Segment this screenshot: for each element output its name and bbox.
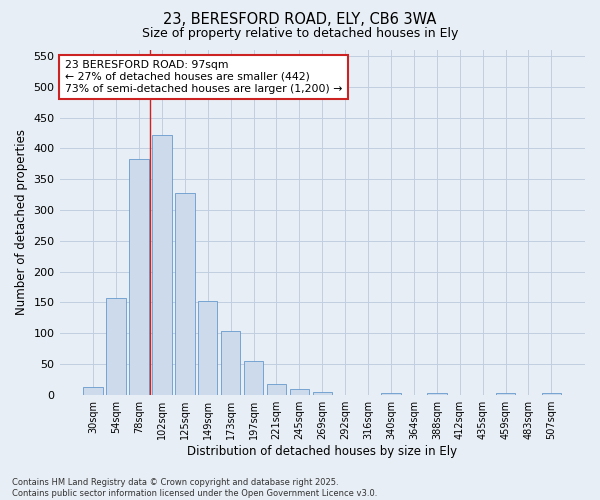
Bar [290, 388, 309, 394]
Bar [221, 332, 241, 394]
Bar [267, 384, 286, 394]
Bar [198, 300, 217, 394]
Bar [313, 392, 332, 394]
Bar [152, 135, 172, 394]
Bar [381, 393, 401, 394]
X-axis label: Distribution of detached houses by size in Ely: Distribution of detached houses by size … [187, 444, 457, 458]
Bar [129, 159, 149, 394]
Text: Size of property relative to detached houses in Ely: Size of property relative to detached ho… [142, 28, 458, 40]
Text: Contains HM Land Registry data © Crown copyright and database right 2025.
Contai: Contains HM Land Registry data © Crown c… [12, 478, 377, 498]
Bar [83, 388, 103, 394]
Text: 23 BERESFORD ROAD: 97sqm
← 27% of detached houses are smaller (442)
73% of semi-: 23 BERESFORD ROAD: 97sqm ← 27% of detach… [65, 60, 342, 94]
Y-axis label: Number of detached properties: Number of detached properties [15, 130, 28, 316]
Bar [244, 361, 263, 394]
Bar [175, 193, 194, 394]
Bar [106, 298, 126, 394]
Text: 23, BERESFORD ROAD, ELY, CB6 3WA: 23, BERESFORD ROAD, ELY, CB6 3WA [163, 12, 437, 28]
